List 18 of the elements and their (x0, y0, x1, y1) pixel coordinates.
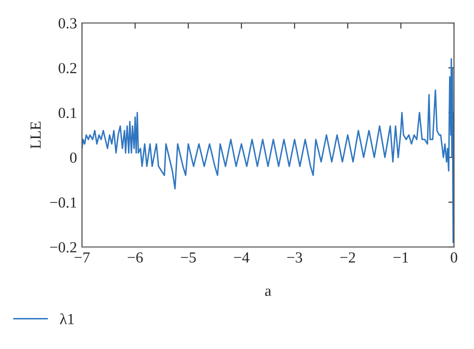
y-tick-label: 0 (70, 152, 77, 163)
x-tick-label: −3 (287, 252, 302, 263)
x-tick-label: −7 (74, 252, 90, 262)
x-tick-label: −2 (340, 252, 355, 262)
y-tick-label: 0.1 (58, 108, 76, 118)
legend-label: λ1 (60, 313, 74, 324)
x-tick-label: −1 (393, 252, 408, 262)
y-tick-label: 0.2 (58, 62, 76, 74)
y-tick-label: 0.3 (58, 18, 77, 29)
y-tick-label: −0.1 (50, 197, 76, 208)
line-series (82, 58, 454, 244)
x-tick-label: −5 (180, 252, 196, 263)
x-tick-label: −6 (128, 252, 143, 263)
x-tick-label: −4 (234, 252, 250, 262)
y-tick-label: −0.2 (50, 242, 76, 253)
y-axis-title: LLE (30, 122, 41, 149)
x-axis-title: a (265, 288, 272, 296)
x-tick-label: 0 (450, 252, 458, 263)
